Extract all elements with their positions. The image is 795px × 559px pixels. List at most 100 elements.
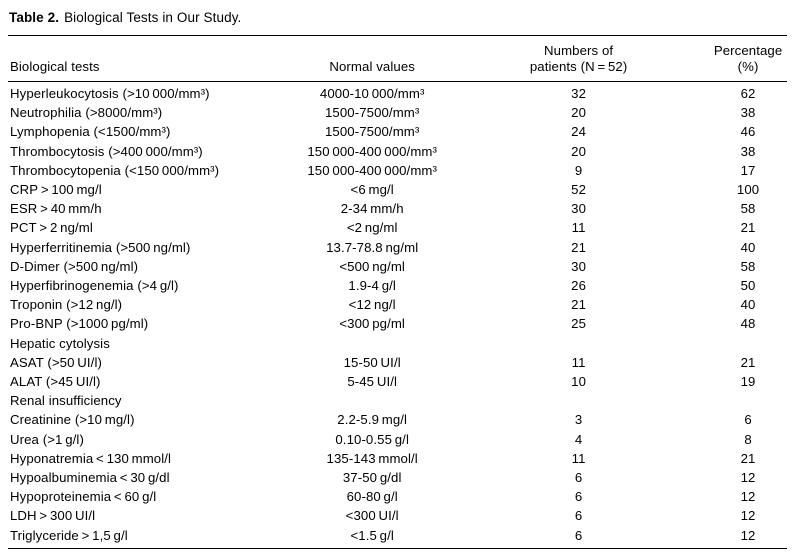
- cell-normal-value: 2-34 mm/h: [340, 201, 404, 217]
- cell-percentage: 21: [740, 354, 756, 370]
- cell-patient-count: 6: [574, 489, 583, 505]
- cell-normal-value: 15-50 UI/l: [343, 354, 401, 370]
- cell-patient-count: [448, 334, 709, 353]
- column-header-patients: Numbers of patients (N = 52): [448, 35, 710, 82]
- cell-biological-test: Renal insufficiency: [10, 393, 122, 409]
- table-row: Troponin (>12 ng/l) <12 ng/l 21 40: [8, 295, 787, 314]
- cell-percentage: 12: [740, 527, 756, 543]
- cell-percentage: 6: [744, 412, 752, 428]
- cell-normal-value: 1.9-4 g/l: [348, 278, 396, 294]
- cell-patient-count: 6: [574, 470, 583, 486]
- table-body: Hyperleukocytosis (>10 000/mm³) 4000-10 0…: [8, 82, 787, 549]
- column-header-patients-line1: Numbers of: [544, 43, 614, 58]
- cell-biological-test: ESR > 40 mm/h: [10, 201, 102, 217]
- cell-biological-test: Hyperferritinemia (>500 ng/ml): [10, 239, 191, 255]
- cell-normal-value: 150 000-400 000/mm³: [307, 143, 437, 159]
- cell-biological-test: CRP > 100 mg/l: [10, 182, 102, 198]
- cell-normal-value: 135-143 mmol/l: [326, 450, 418, 466]
- cell-patient-count: 3: [574, 412, 583, 428]
- cell-patient-count: 4: [574, 431, 583, 447]
- cell-patient-count: 32: [571, 86, 587, 101]
- cell-normal-value: <300 pg/ml: [339, 316, 405, 332]
- cell-biological-test: LDH > 300 UI/l: [10, 508, 96, 524]
- table-row: Triglyceride > 1,5 g/l <1.5 g/l 6 12: [8, 526, 787, 549]
- cell-biological-test: Troponin (>12 ng/l): [10, 297, 123, 313]
- cell-biological-test: ASAT (>50 UI/l): [10, 354, 102, 370]
- table-row: Urea (>1 g/l) 0.10-0.55 g/l 4 8: [8, 430, 787, 449]
- cell-patient-count: 21: [571, 297, 587, 313]
- cell-normal-value: <12 ng/l: [348, 297, 396, 313]
- cell-biological-test: Urea (>1 g/l): [10, 431, 84, 447]
- cell-percentage: 21: [740, 450, 756, 466]
- cell-percentage: 21: [740, 220, 756, 236]
- cell-percentage: 12: [740, 489, 756, 505]
- table-row: Pro-BNP (>1000 pg/ml) <300 pg/ml 25 48: [8, 314, 787, 333]
- cell-biological-test: Thrombocytopenia (<150 000/mm³): [10, 162, 220, 178]
- cell-normal-value: <500 ng/ml: [339, 258, 405, 274]
- table-row: ASAT (>50 UI/l) 15-50 UI/l 11 21: [8, 353, 787, 372]
- cell-normal-value: <6 mg/l: [350, 182, 394, 198]
- cell-patient-count: 25: [571, 316, 587, 332]
- table-row: LDH > 300 UI/l <300 UI/l 6 12: [8, 506, 787, 525]
- cell-biological-test: Hypoproteinemia < 60 g/l: [10, 489, 157, 505]
- table-row: Hypoalbuminemia < 30 g/dl 37-50 g/dl 6 12: [8, 468, 787, 487]
- column-header-percentage-line2: (%): [737, 59, 759, 74]
- cell-patient-count: 11: [571, 450, 586, 466]
- biological-tests-table: Biological tests Normal values Numbers o…: [8, 35, 787, 549]
- section-header-row: Hepatic cytolysis: [8, 334, 787, 353]
- cell-percentage: 40: [740, 297, 756, 313]
- cell-patient-count: 6: [574, 527, 583, 543]
- cell-percentage: 58: [740, 201, 756, 217]
- header-row: Biological tests Normal values Numbers o…: [8, 35, 787, 82]
- table-row: Hypoproteinemia < 60 g/l 60-80 g/l 6 12: [8, 487, 787, 506]
- cell-biological-test: Creatinine (>10 mg/l): [10, 412, 135, 428]
- table-row: ESR > 40 mm/h 2-34 mm/h 30 58: [8, 199, 787, 218]
- cell-normal-value: 60-80 g/l: [346, 489, 398, 505]
- cell-patient-count: 26: [571, 278, 587, 294]
- cell-percentage: 48: [740, 316, 756, 332]
- cell-biological-test: PCT > 2 ng/ml: [10, 220, 93, 236]
- cell-biological-test: Neutrophilia (>8000/mm³): [10, 105, 163, 121]
- cell-patient-count: [448, 391, 709, 410]
- cell-percentage: 38: [740, 105, 756, 121]
- cell-percentage: [709, 391, 787, 410]
- cell-biological-test: Thrombocytosis (>400 000/mm³): [10, 143, 203, 159]
- cell-normal-value: [296, 334, 448, 353]
- cell-normal-value: 0.10-0.55 g/l: [335, 431, 409, 447]
- cell-percentage: 46: [740, 124, 756, 140]
- cell-percentage: 62: [740, 86, 756, 101]
- cell-biological-test: Triglyceride > 1,5 g/l: [10, 527, 128, 543]
- cell-patient-count: 11: [571, 220, 586, 236]
- cell-normal-value: <1.5 g/l: [350, 527, 394, 543]
- cell-biological-test: Hypoalbuminemia < 30 g/dl: [10, 470, 170, 486]
- cell-percentage: 100: [736, 182, 760, 198]
- cell-percentage: 50: [740, 278, 756, 294]
- cell-normal-value: 13.7-78.8 ng/ml: [326, 239, 419, 255]
- cell-percentage: 8: [744, 431, 752, 447]
- cell-percentage: 17: [740, 162, 756, 178]
- table-row: D-Dimer (>500 ng/ml) <500 ng/ml 30 58: [8, 257, 787, 276]
- column-header-biological-tests: Biological tests: [8, 35, 297, 82]
- cell-percentage: 40: [740, 239, 756, 255]
- cell-biological-test: Pro-BNP (>1000 pg/ml): [10, 316, 149, 332]
- cell-biological-test: ALAT (>45 UI/l): [10, 374, 101, 390]
- cell-percentage: 12: [740, 508, 756, 524]
- table-row: PCT > 2 ng/ml <2 ng/ml 11 21: [8, 218, 787, 237]
- cell-percentage: [709, 334, 787, 353]
- cell-patient-count: 10: [571, 374, 587, 390]
- cell-biological-test: Lymphopenia (<1500/mm³): [10, 124, 171, 140]
- cell-normal-value: [296, 391, 448, 410]
- cell-percentage: 12: [740, 470, 756, 486]
- cell-patient-count: 30: [571, 201, 587, 217]
- cell-normal-value: 37-50 g/dl: [342, 470, 402, 486]
- table-row: Thrombocytosis (>400 000/mm³) 150 000-400…: [8, 142, 787, 161]
- table-row: Neutrophilia (>8000/mm³) 1500-7500/mm³ 20 3…: [8, 103, 787, 122]
- table-row: CRP > 100 mg/l <6 mg/l 52 100: [8, 180, 787, 199]
- cell-biological-test: Hyperfibrinogenemia (>4 g/l): [10, 278, 179, 294]
- cell-normal-value: 5-45 UI/l: [347, 374, 398, 390]
- cell-biological-test: Hyponatremia < 130 mmol/l: [10, 450, 172, 466]
- cell-patient-count: 24: [571, 124, 587, 140]
- table-row: Thrombocytopenia (<150 000/mm³) 150 000-4…: [8, 161, 787, 180]
- cell-patient-count: 9: [574, 162, 583, 178]
- cell-patient-count: 6: [574, 508, 583, 524]
